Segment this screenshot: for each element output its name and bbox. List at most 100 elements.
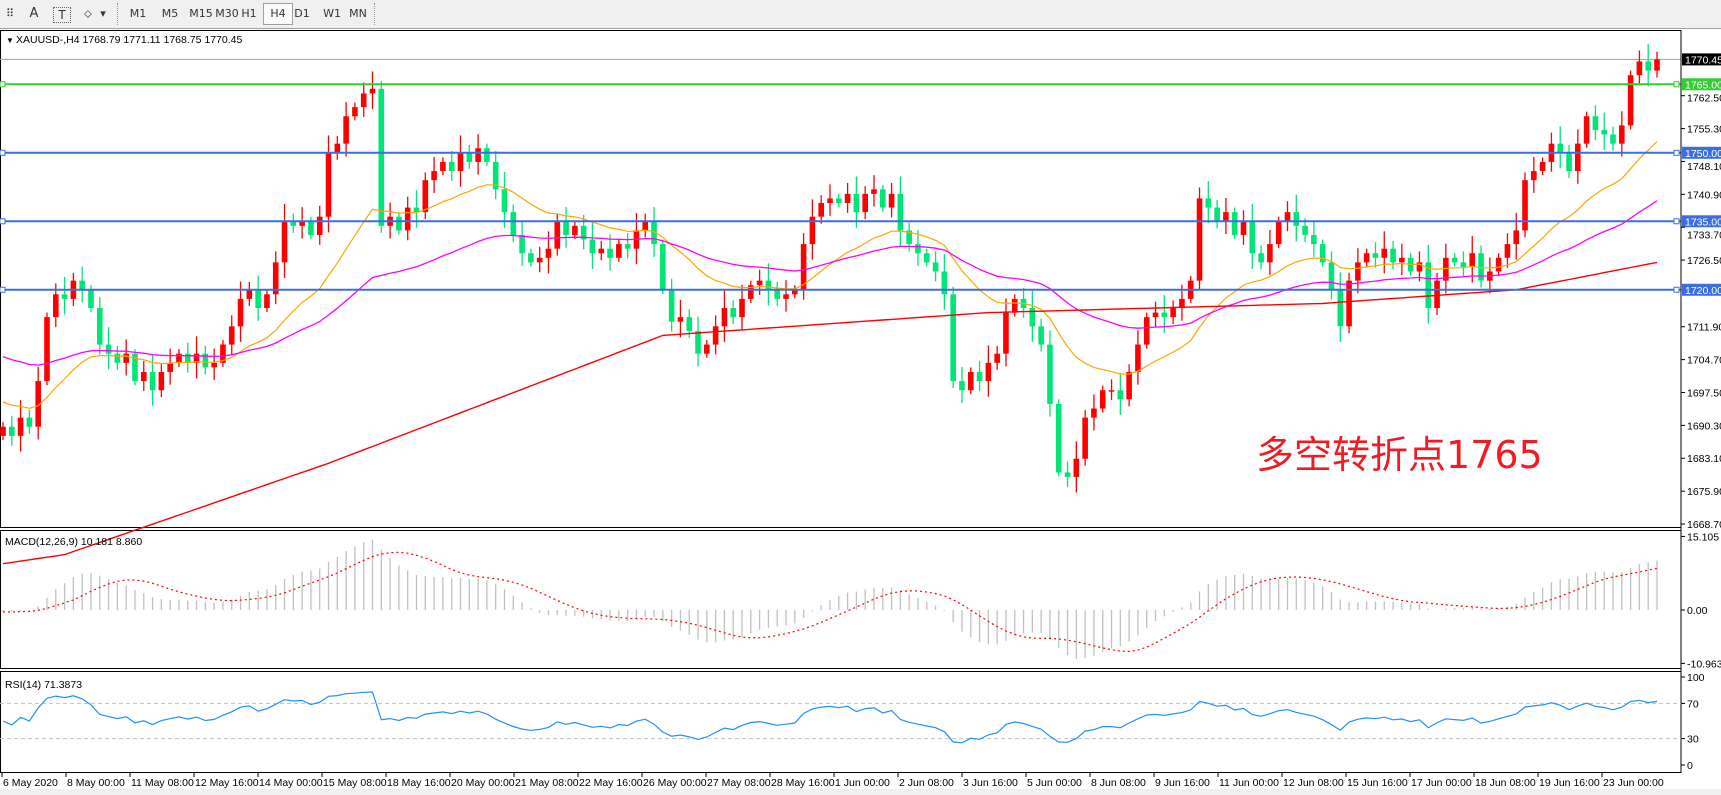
candle-bullish <box>1240 221 1247 235</box>
candle-bearish <box>1311 234 1317 245</box>
time-tick-label: 18 May 16:00 <box>387 777 451 789</box>
timeframe-m30-button[interactable]: M30 <box>215 7 239 20</box>
candle-bearish <box>1557 143 1564 153</box>
arrows-dropdown-chevron-icon[interactable]: ▾ <box>100 7 106 20</box>
candle-bearish <box>774 289 781 299</box>
candle-bullish <box>264 294 270 309</box>
candle-bullish <box>0 426 6 436</box>
level-handle-right[interactable] <box>1673 149 1680 156</box>
time-tick-label: 12 May 16:00 <box>195 777 259 789</box>
fibo-tool-icon[interactable]: ⠿ <box>5 7 15 20</box>
candle-bullish <box>1399 257 1405 263</box>
candle-bearish <box>1592 116 1599 130</box>
candle-bearish <box>906 230 912 245</box>
candle-bearish <box>114 353 121 363</box>
macd-tick-label: 0.00 <box>1687 605 1708 617</box>
candle-bullish <box>193 353 200 363</box>
time-tick-label: 28 May 16:00 <box>771 777 835 789</box>
timeframe-m15-button[interactable]: M15 <box>189 7 213 20</box>
macd-tick-label: -10.963 <box>1687 658 1721 670</box>
time-tick-label: 17 Jun 00:00 <box>1411 777 1472 789</box>
candle-bearish <box>501 189 508 213</box>
candle-bullish <box>440 161 446 172</box>
level-handle-right[interactable] <box>1673 81 1680 88</box>
candle-bullish <box>1575 143 1581 172</box>
candle-bearish <box>184 353 191 363</box>
level-handle-left[interactable] <box>0 81 6 88</box>
candle-bullish <box>281 221 288 263</box>
ma-fast-line <box>2 141 1658 409</box>
candle-bullish <box>616 244 622 258</box>
candle-bullish <box>1522 180 1528 231</box>
timeframe-m5-button[interactable]: M5 <box>161 7 179 20</box>
candle-bearish <box>915 244 921 254</box>
candle-bullish <box>1531 171 1537 181</box>
timeframe-h4-button[interactable]: H4 <box>263 3 293 25</box>
candle-bullish <box>1126 371 1132 400</box>
timeframe-mn-button[interactable]: MN <box>349 7 367 20</box>
candle-bearish <box>1029 308 1036 327</box>
candle-bullish <box>748 285 754 299</box>
candle-bullish <box>1284 212 1291 222</box>
time-tick-label: 22 May 16:00 <box>579 777 643 789</box>
candle-bullish <box>457 152 464 172</box>
candle-bearish <box>1610 134 1616 144</box>
arrows-tool-icon[interactable]: ⬦ <box>84 7 92 20</box>
text-tool-icon[interactable]: A <box>29 6 39 21</box>
candle-bearish <box>651 221 657 245</box>
rsi-tick-label: 70 <box>1687 698 1699 710</box>
price-tick-label: 1726.50 <box>1687 255 1721 267</box>
candle-bearish <box>959 381 965 391</box>
candle-bearish <box>976 371 983 382</box>
level-handle-left[interactable] <box>0 149 6 156</box>
candle-bearish <box>1047 344 1053 404</box>
candle-bullish <box>158 371 165 391</box>
level-handle-right[interactable] <box>1673 218 1680 225</box>
candle-bullish <box>1267 244 1273 263</box>
candle-bullish <box>1355 262 1361 281</box>
candle-bearish <box>1451 257 1458 263</box>
level-handle-right[interactable] <box>1673 286 1680 293</box>
candle-bearish <box>1117 390 1124 400</box>
timeframe-m1-button[interactable]: M1 <box>129 7 147 20</box>
candle-bullish <box>1152 312 1159 318</box>
candle-bullish <box>1170 308 1176 318</box>
candle-bullish <box>739 298 745 318</box>
level-handle-left[interactable] <box>0 286 6 293</box>
candle-bullish <box>246 289 253 299</box>
candle-bullish <box>17 417 24 436</box>
candle-bullish <box>704 344 710 354</box>
candle-bearish <box>26 417 33 427</box>
candle-bullish <box>1179 298 1185 309</box>
text-label-tool-icon[interactable]: T <box>53 7 71 23</box>
candle-bearish <box>466 152 473 162</box>
level-handle-left[interactable] <box>0 218 6 225</box>
macd-tick-label: 15.105 <box>1687 531 1719 543</box>
timeframe-h1-button[interactable]: H1 <box>241 7 257 20</box>
timeframe-d1-button[interactable]: D1 <box>294 7 310 20</box>
candle-bullish <box>783 294 789 299</box>
timeframe-w1-button[interactable]: W1 <box>323 7 341 20</box>
candle-bullish <box>1504 244 1511 258</box>
price-tick-label: 1683.10 <box>1687 453 1721 465</box>
candle-bullish <box>598 248 605 254</box>
time-tick-label: 21 May 08:00 <box>515 777 579 789</box>
candle-bullish <box>1443 257 1449 281</box>
candle-bullish <box>1495 257 1502 272</box>
price-tick-label: 1733.70 <box>1687 229 1721 241</box>
level-price-label-bg <box>1682 146 1721 159</box>
candle-bearish <box>580 225 587 240</box>
candle-bearish <box>202 353 209 368</box>
candle-bullish <box>220 344 226 363</box>
level-price-label-bg <box>1682 78 1721 91</box>
time-tick-label: 18 Jun 08:00 <box>1475 777 1536 789</box>
price-axis: 1765.00 1750.00 1735.00 1720.00 1762.50 1755.… <box>1680 30 1721 772</box>
chart-header-triangle[interactable]: ▼ <box>6 36 14 45</box>
price-tick-label: 1675.90 <box>1687 486 1721 498</box>
candle-bullish <box>721 308 728 327</box>
candle-bullish <box>343 116 349 144</box>
time-tick-label: 20 May 00:00 <box>451 777 515 789</box>
moving-averages <box>2 141 1658 565</box>
candle-bearish <box>1460 262 1467 267</box>
